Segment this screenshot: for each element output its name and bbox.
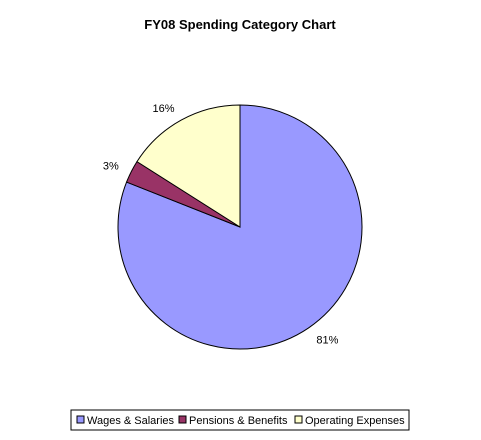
chart-title: FY08 Spending Category Chart [144, 17, 336, 32]
legend-label: Pensions & Benefits [189, 415, 288, 427]
slice-label: 3% [103, 160, 119, 172]
slice-labels: 81% 3% 16% [103, 103, 339, 347]
pie-slices [117, 104, 363, 350]
legend-label: Operating Expenses [305, 415, 405, 427]
legend-label: Wages & Salaries [87, 415, 175, 427]
legend-swatch [294, 415, 303, 424]
slice-label: 81% [316, 335, 338, 347]
legend-box [70, 409, 410, 431]
legend-swatch [178, 415, 187, 424]
slice-label: 16% [152, 103, 174, 115]
legend-swatch [76, 415, 85, 424]
pie-slice-operating-expenses [136, 104, 241, 228]
legend: Wages & Salaries Pensions & Benefits Opera… [70, 409, 410, 431]
